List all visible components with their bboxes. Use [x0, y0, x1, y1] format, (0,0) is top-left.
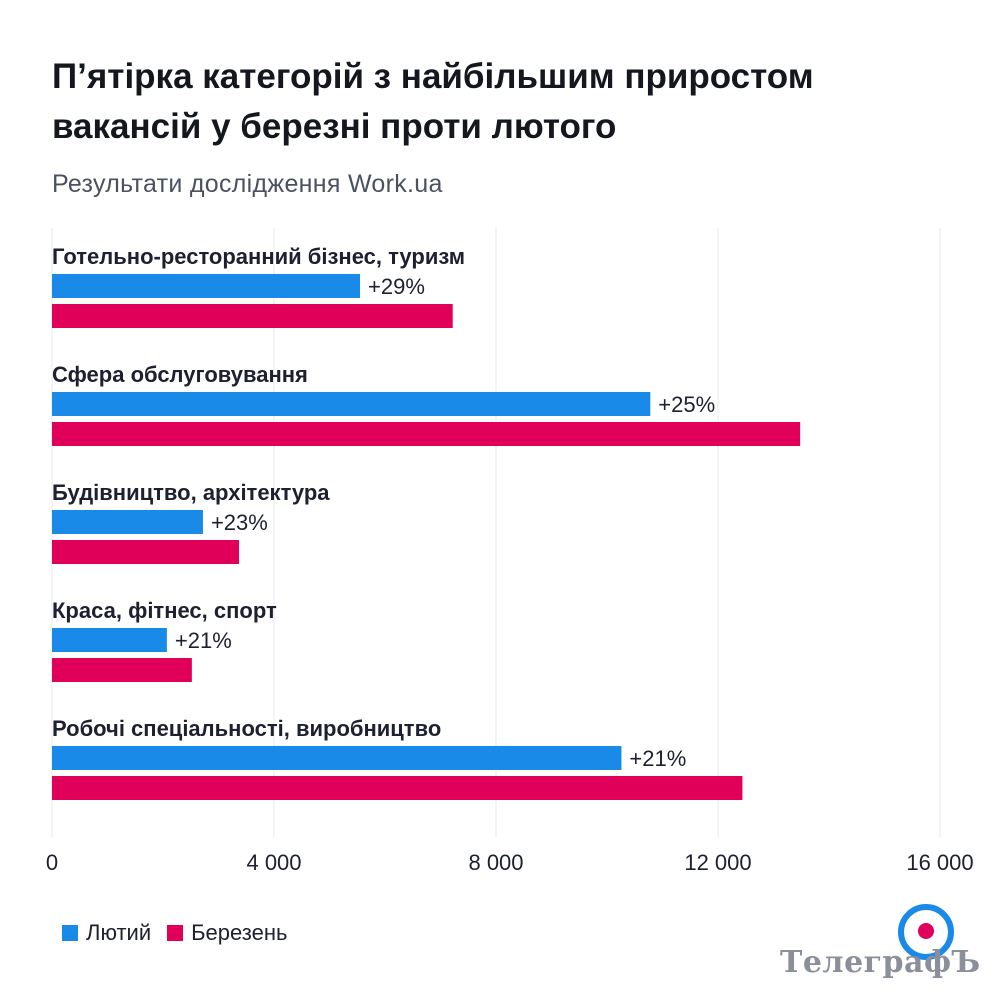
bar-chart: Готельно-ресторанний бізнес, туризм +29% С…	[46, 228, 974, 875]
growth-label: +29%	[368, 274, 425, 299]
bar-feb	[52, 510, 203, 534]
bar-mar	[52, 304, 453, 328]
growth-label: +21%	[175, 628, 232, 653]
bar-feb	[52, 628, 167, 652]
legend: Лютий Березень	[62, 920, 303, 946]
bar-mar	[52, 540, 240, 564]
x-tick-label: 12 000	[684, 850, 751, 875]
logo-text: ТелеграфЪ	[780, 945, 981, 980]
growth-label: +21%	[629, 746, 686, 771]
legend-swatch-mar	[167, 925, 184, 941]
category-label: Сфера обслуговування	[52, 362, 308, 387]
bar-feb	[52, 746, 622, 770]
labels-group: Готельно-ресторанний бізнес, туризм +29% С…	[52, 244, 715, 771]
legend-item-mar: Березень	[167, 920, 287, 946]
legend-swatch-feb	[62, 925, 78, 941]
growth-label: +25%	[658, 392, 715, 417]
chart-subtitle: Результати дослідження Work.ua	[52, 170, 443, 198]
grid-lines	[51, 228, 941, 838]
bar-mar	[52, 658, 192, 682]
legend-label-feb: Лютий	[86, 920, 152, 945]
bar-feb	[52, 392, 651, 416]
category-label: Краса, фітнес, спорт	[52, 598, 277, 623]
x-tick-label: 8 000	[468, 850, 523, 875]
bar-feb	[52, 274, 361, 298]
category-label: Будівництво, архітектура	[52, 480, 330, 505]
x-tick-label: 16 000	[906, 850, 973, 875]
bar-mar	[52, 422, 801, 446]
growth-label: +23%	[211, 510, 268, 535]
x-tick-label: 0	[46, 850, 58, 875]
legend-label-mar: Березень	[191, 920, 288, 945]
x-tick-label: 4 000	[246, 850, 301, 875]
category-label: Готельно-ресторанний бізнес, туризм	[52, 244, 465, 269]
bars-group	[52, 274, 801, 800]
bar-mar	[52, 776, 743, 800]
chart-title: П’ятірка категорій з найбільшим приросто…	[52, 57, 814, 146]
category-label: Робочі спеціальності, виробництво	[52, 716, 441, 741]
legend-item-feb: Лютий	[62, 920, 151, 946]
x-axis-ticks: 0 4 000 8 000 12 000 16 000	[46, 850, 974, 875]
target-icon	[898, 904, 954, 960]
